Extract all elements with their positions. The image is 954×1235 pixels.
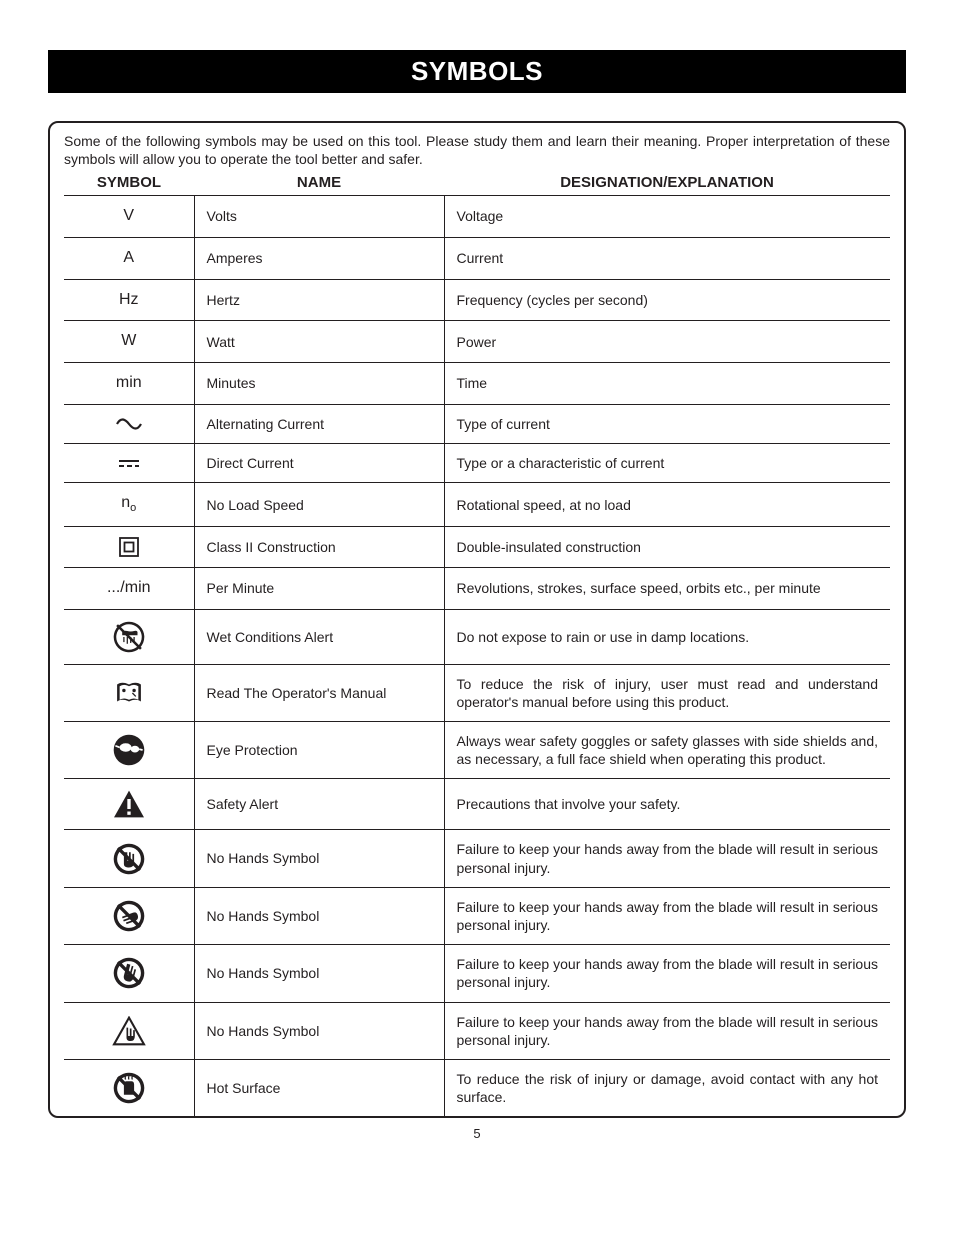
intro-text: Some of the following symbols may be use…: [64, 133, 890, 168]
designation-cell: Do not expose to rain or use in damp loc…: [444, 609, 890, 664]
table-row: WWattPower: [64, 321, 890, 363]
symbol-cell: W: [64, 321, 194, 363]
table-row: No Hands SymbolFailure to keep your hand…: [64, 830, 890, 887]
name-cell: Class II Construction: [194, 526, 444, 567]
table-row: Read The Operator's ManualTo reduce the …: [64, 664, 890, 721]
name-cell: Alternating Current: [194, 404, 444, 443]
name-cell: Hot Surface: [194, 1059, 444, 1116]
designation-cell: Failure to keep your hands away from the…: [444, 945, 890, 1002]
name-cell: No Hands Symbol: [194, 830, 444, 887]
name-cell: No Hands Symbol: [194, 945, 444, 1002]
table-row: Hot SurfaceTo reduce the risk of injury …: [64, 1059, 890, 1116]
symbol-cell: [64, 1059, 194, 1116]
symbol-cell: .../min: [64, 567, 194, 609]
name-cell: No Load Speed: [194, 483, 444, 526]
table-row: Wet Conditions AlertDo not expose to rai…: [64, 609, 890, 664]
header-name: NAME: [194, 174, 444, 191]
symbol-cell: [64, 945, 194, 1002]
table-row: Alternating CurrentType of current: [64, 404, 890, 443]
name-cell: Eye Protection: [194, 722, 444, 779]
name-cell: Direct Current: [194, 444, 444, 483]
designation-cell: Double-insulated construction: [444, 526, 890, 567]
symbol-cell: min: [64, 363, 194, 405]
symbol-cell: [64, 609, 194, 664]
designation-cell: Failure to keep your hands away from the…: [444, 887, 890, 944]
table-row: .../minPer MinuteRevolutions, strokes, s…: [64, 567, 890, 609]
designation-cell: Failure to keep your hands away from the…: [444, 1002, 890, 1059]
designation-cell: Always wear safety goggles or safety gla…: [444, 722, 890, 779]
name-cell: Watt: [194, 321, 444, 363]
name-cell: Safety Alert: [194, 779, 444, 830]
name-cell: Volts: [194, 196, 444, 238]
header-designation: DESIGNATION/EXPLANATION: [444, 174, 890, 191]
name-cell: No Hands Symbol: [194, 887, 444, 944]
symbol-cell: [64, 526, 194, 567]
symbol-cell: V: [64, 196, 194, 238]
symbol-cell: no: [64, 483, 194, 526]
name-cell: Wet Conditions Alert: [194, 609, 444, 664]
table-row: noNo Load SpeedRotational speed, at no l…: [64, 483, 890, 526]
symbol-cell: [64, 664, 194, 721]
header-symbol: SYMBOL: [64, 174, 194, 191]
designation-cell: Power: [444, 321, 890, 363]
symbol-cell: [64, 1002, 194, 1059]
designation-cell: Frequency (cycles per second): [444, 279, 890, 321]
table-row: Class II ConstructionDouble-insulated co…: [64, 526, 890, 567]
symbol-cell: [64, 830, 194, 887]
designation-cell: Time: [444, 363, 890, 405]
symbols-table: VVoltsVoltageAAmperesCurrentHzHertzFrequ…: [64, 195, 890, 1116]
table-row: VVoltsVoltage: [64, 196, 890, 238]
designation-cell: Failure to keep your hands away from the…: [444, 830, 890, 887]
symbols-box: Some of the following symbols may be use…: [48, 121, 906, 1118]
name-cell: Minutes: [194, 363, 444, 405]
designation-cell: To reduce the risk of injury or damage, …: [444, 1059, 890, 1116]
designation-cell: Revolutions, strokes, surface speed, orb…: [444, 567, 890, 609]
name-cell: Read The Operator's Manual: [194, 664, 444, 721]
designation-cell: Voltage: [444, 196, 890, 238]
designation-cell: Type of current: [444, 404, 890, 443]
table-row: No Hands SymbolFailure to keep your hand…: [64, 945, 890, 1002]
table-row: Safety AlertPrecautions that involve you…: [64, 779, 890, 830]
page-title: SYMBOLS: [48, 50, 906, 93]
designation-cell: Type or a characteristic of current: [444, 444, 890, 483]
designation-cell: Precautions that involve your safety.: [444, 779, 890, 830]
name-cell: Amperes: [194, 237, 444, 279]
table-row: minMinutesTime: [64, 363, 890, 405]
symbol-cell: A: [64, 237, 194, 279]
name-cell: No Hands Symbol: [194, 1002, 444, 1059]
symbol-cell: [64, 444, 194, 483]
symbol-cell: Hz: [64, 279, 194, 321]
table-row: No Hands SymbolFailure to keep your hand…: [64, 887, 890, 944]
designation-cell: Rotational speed, at no load: [444, 483, 890, 526]
table-row: No Hands SymbolFailure to keep your hand…: [64, 1002, 890, 1059]
table-row: AAmperesCurrent: [64, 237, 890, 279]
symbol-cell: [64, 779, 194, 830]
page-number: 5: [48, 1126, 906, 1141]
table-row: Direct CurrentType or a characteristic o…: [64, 444, 890, 483]
symbol-cell: [64, 887, 194, 944]
symbol-cell: [64, 722, 194, 779]
table-row: Eye ProtectionAlways wear safety goggles…: [64, 722, 890, 779]
table-header: SYMBOL NAME DESIGNATION/EXPLANATION: [64, 174, 890, 191]
designation-cell: Current: [444, 237, 890, 279]
table-row: HzHertzFrequency (cycles per second): [64, 279, 890, 321]
symbol-cell: [64, 404, 194, 443]
name-cell: Per Minute: [194, 567, 444, 609]
designation-cell: To reduce the risk of injury, user must …: [444, 664, 890, 721]
name-cell: Hertz: [194, 279, 444, 321]
